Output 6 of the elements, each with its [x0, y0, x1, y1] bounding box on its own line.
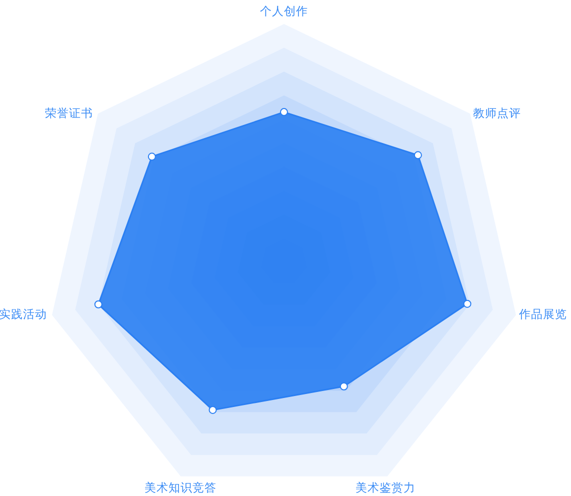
- spoke-label: 荣誉证书: [44, 106, 93, 120]
- spoke-label: 作品展览: [518, 307, 568, 322]
- spoke-label: 美术知识竞答: [144, 480, 217, 495]
- spoke-label: 美术鉴赏力: [355, 480, 416, 495]
- spoke-label: 个人创作: [260, 4, 308, 18]
- spoke-label: 教师点评: [473, 106, 522, 120]
